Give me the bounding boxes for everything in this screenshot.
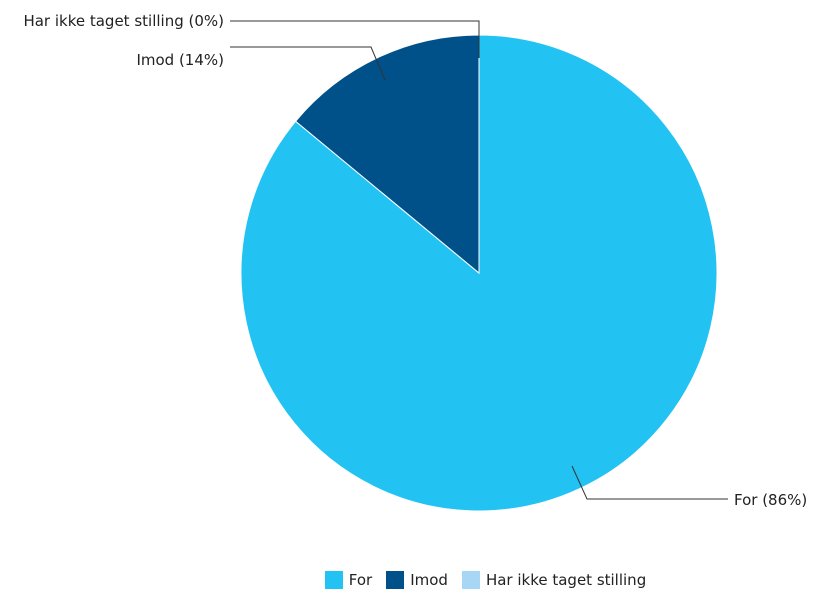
pie-slices [240,34,718,512]
slice-label-har-ikke: Har ikke taget stilling (0%) [23,12,224,30]
legend-swatch-imod [386,570,405,589]
legend: For Imod Har ikke taget stilling [0,570,819,589]
legend-item-for[interactable]: For [324,570,373,589]
legend-label-har-ikke: Har ikke taget stilling [485,570,647,589]
leader-line-for [571,465,728,500]
slice-label-imod: Imod (14%) [136,51,224,69]
slice-label-for: For (86%) [734,491,807,509]
legend-label-for: For [348,570,373,589]
legend-item-imod[interactable]: Imod [386,570,448,589]
leader-line-har-ikke [230,20,480,58]
legend-swatch-har-ikke [461,570,480,589]
pie-slice-imod[interactable] [294,34,480,275]
legend-label-imod: Imod [410,570,448,589]
legend-item-har-ikke[interactable]: Har ikke taget stilling [461,570,647,589]
pie-chart: Har ikke taget stilling (0%) Imod (14%) … [23,12,807,512]
legend-swatch-for [324,570,343,589]
leader-line-imod [230,46,386,81]
